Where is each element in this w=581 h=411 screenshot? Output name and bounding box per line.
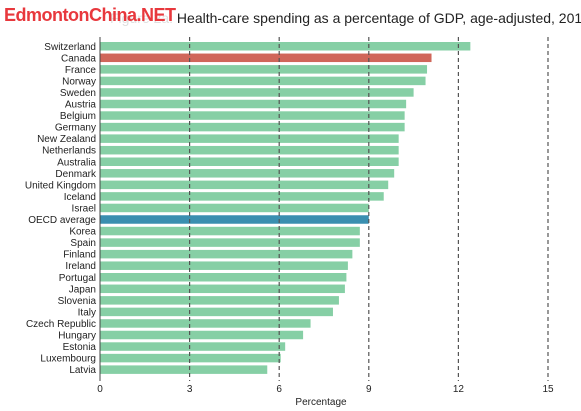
category-label: Iceland [64, 192, 96, 203]
category-label: Czech Republic [26, 319, 96, 330]
category-label: Latvia [69, 365, 96, 376]
category-label: Finland [63, 250, 96, 261]
category-label: Denmark [55, 169, 97, 180]
category-label: United Kingdom [25, 180, 96, 191]
bar-luxembourg [100, 353, 281, 363]
bar-slovenia [100, 296, 339, 305]
category-label: Italy [78, 307, 96, 318]
bar-australia [100, 157, 399, 166]
category-label: Japan [69, 284, 96, 295]
bar-oecd-average [100, 215, 369, 224]
category-label: Portugal [59, 273, 96, 284]
category-label: Slovenia [58, 296, 97, 307]
bar-iceland [100, 192, 384, 201]
x-axis-ticks: 0 3 6 9 12 15 [97, 384, 554, 395]
category-label: OECD average [28, 215, 96, 226]
category-label: New Zealand [37, 134, 96, 145]
bar-korea [100, 226, 360, 236]
x-tick-label: 0 [97, 384, 103, 395]
bar-hungary [100, 330, 304, 340]
category-label: Netherlands [42, 146, 96, 157]
bar-belgium [100, 111, 405, 120]
category-label: Switzerland [44, 42, 96, 53]
bar-norway [100, 76, 426, 86]
bar-new-zealand [100, 134, 399, 143]
bar-israel [100, 203, 369, 213]
category-label: Hungary [58, 331, 96, 342]
category-label: Israel [72, 203, 96, 214]
bar-finland [100, 249, 353, 259]
category-label: Norway [62, 76, 96, 87]
bar-ireland [100, 261, 348, 270]
category-label: Australia [57, 157, 96, 168]
x-axis-label: Percentage [295, 397, 347, 408]
bar-switzerland [100, 42, 471, 51]
bar-canada [100, 53, 432, 63]
category-label: Spain [70, 238, 96, 249]
category-label: Austria [65, 100, 97, 111]
bar-portugal [100, 273, 347, 282]
category-label: Germany [55, 123, 96, 134]
bar-united-kingdom [100, 180, 389, 190]
category-label: Sweden [60, 88, 96, 99]
x-tick-label: 15 [542, 384, 554, 395]
bar-france [100, 65, 428, 74]
category-labels: SwitzerlandCanadaFranceNorwaySwedenAustr… [25, 42, 97, 376]
bar-czech-republic [100, 319, 311, 328]
category-label: Estonia [63, 342, 97, 353]
bar-denmark [100, 169, 395, 178]
watermark: EdmontonChina.NET [4, 5, 176, 26]
bar-japan [100, 284, 345, 294]
category-label: Ireland [65, 261, 96, 272]
category-label: Korea [69, 227, 96, 238]
chart-title: Figure 2a: Health-care spending as a per… [110, 10, 581, 26]
category-label: Luxembourg [40, 354, 96, 365]
bar-italy [100, 307, 333, 317]
x-tick-label: 9 [366, 384, 372, 395]
x-tick-label: 12 [453, 384, 465, 395]
category-label: France [65, 65, 97, 76]
bar-estonia [100, 342, 286, 351]
bar-sweden [100, 88, 414, 97]
bar-germany [100, 122, 405, 132]
gridlines [99, 37, 549, 381]
bar-austria [100, 99, 407, 109]
bar-netherlands [100, 145, 399, 155]
category-label: Canada [61, 53, 96, 64]
bars [100, 42, 471, 374]
bar-spain [100, 238, 360, 247]
category-label: Belgium [60, 111, 96, 122]
x-tick-label: 3 [187, 384, 193, 395]
bar-latvia [100, 365, 268, 374]
x-tick-label: 6 [276, 384, 282, 395]
